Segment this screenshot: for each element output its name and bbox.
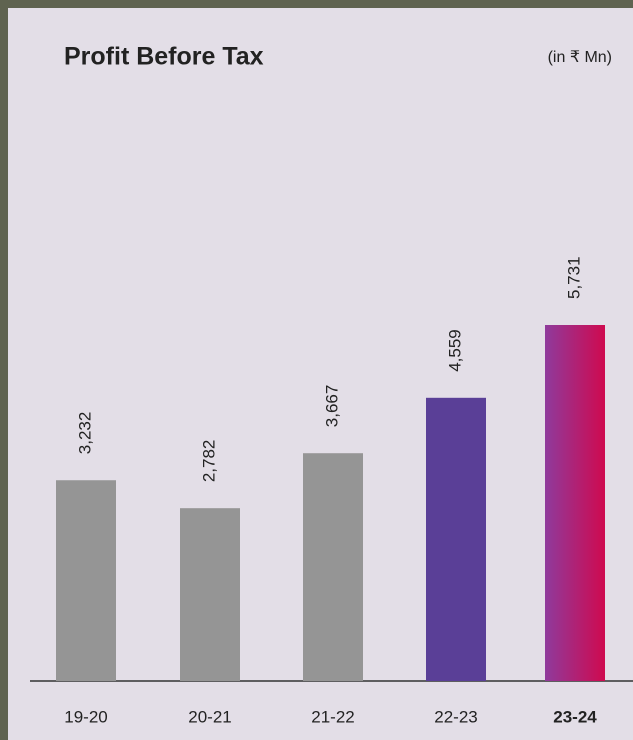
chart-title: Profit Before Tax xyxy=(64,43,264,71)
value-label: 2,782 xyxy=(199,440,218,483)
value-label: 3,232 xyxy=(75,412,94,455)
value-label: 3,667 xyxy=(322,385,341,428)
bar xyxy=(180,508,240,681)
x-tick-label: 20-21 xyxy=(188,707,231,726)
value-label: 5,731 xyxy=(564,256,583,299)
value-label: 4,559 xyxy=(445,329,464,372)
x-tick-label: 21-22 xyxy=(311,707,354,726)
x-tick-label: 19-20 xyxy=(64,707,107,726)
bar xyxy=(303,453,363,681)
bar xyxy=(545,325,605,681)
unit-label: (in ₹ Mn) xyxy=(548,49,612,66)
bar xyxy=(426,398,486,681)
x-tick-label: 22-23 xyxy=(434,707,477,726)
bar xyxy=(56,480,116,681)
x-tick-label: 23-24 xyxy=(553,707,597,726)
